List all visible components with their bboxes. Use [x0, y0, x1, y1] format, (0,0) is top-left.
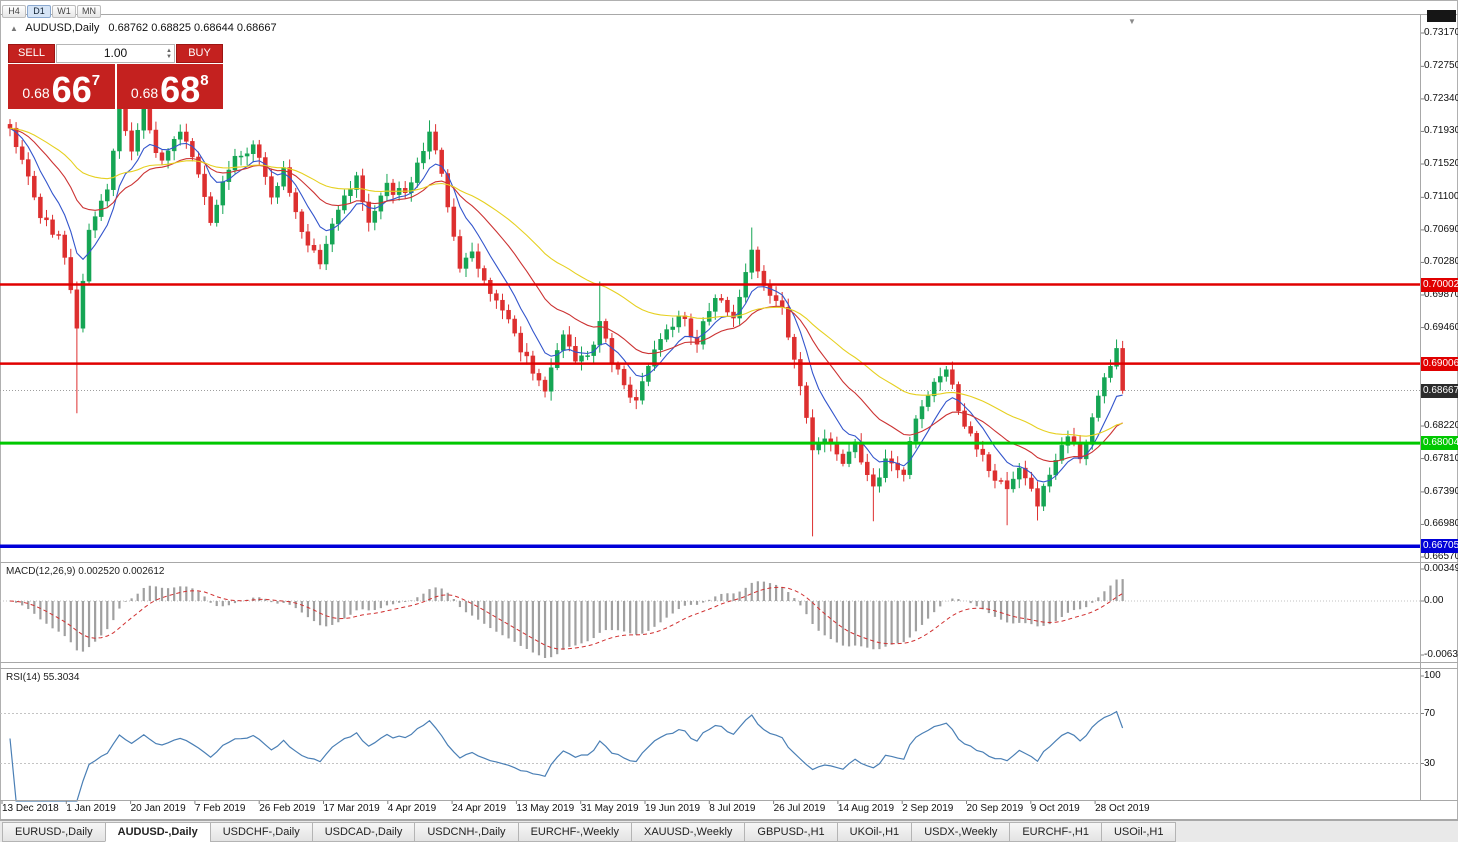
volume-spinner[interactable]: ▲ ▼ — [166, 46, 172, 61]
volume-down-icon[interactable]: ▼ — [166, 53, 172, 60]
buy-price-big: 68 — [160, 69, 201, 110]
chart-tab-usdcad-daily[interactable]: USDCAD-,Daily — [311, 822, 416, 842]
sell-price-small: 0.68 — [22, 85, 50, 101]
timeframe-toolbar: H4 D1 W1 MN — [2, 1, 102, 19]
timeframe-button-h4[interactable]: H4 — [2, 5, 26, 18]
chart-tab-xauusd-weekly[interactable]: XAUUSD-,Weekly — [630, 822, 746, 842]
volume-up-icon[interactable]: ▲ — [166, 47, 172, 54]
chart-tab-usdchf-daily[interactable]: USDCHF-,Daily — [209, 822, 313, 842]
chart-shift-marker-icon[interactable]: ▼ — [1128, 17, 1136, 26]
chart-tab-eurusd-daily[interactable]: EURUSD-,Daily — [2, 822, 106, 842]
chart-tabs-bar: EURUSD-,Daily AUDUSD-,Daily USDCHF-,Daily U… — [0, 820, 1458, 842]
trade-prices-row: 0.68 66 7 0.68 68 8 — [8, 64, 223, 109]
buy-button[interactable]: BUY — [176, 44, 223, 63]
buy-price-sup: 8 — [200, 72, 209, 89]
timeframe-button-d1[interactable]: D1 — [27, 5, 51, 18]
sell-button[interactable]: SELL — [8, 44, 55, 63]
tabbar-divider — [0, 819, 1458, 820]
one-click-panel-toggle-icon[interactable]: ▲ — [10, 24, 18, 33]
chart-tab-usdcnh-daily[interactable]: USDCNH-,Daily — [414, 822, 519, 842]
chart-tab-gbpusd-h1[interactable]: GBPUSD-,H1 — [744, 822, 838, 842]
sell-price-display[interactable]: 0.68 66 7 — [8, 64, 115, 109]
price-axis-divider — [1420, 15, 1421, 800]
trade-buttons-row: SELL 1.00 ▲ ▼ BUY — [8, 44, 223, 63]
chart-tab-eurchf-h1[interactable]: EURCHF-,H1 — [1009, 822, 1102, 842]
chart-tab-usoil-h1[interactable]: USOil-,H1 — [1100, 822, 1177, 842]
chart-tab-eurchf-weekly[interactable]: EURCHF-,Weekly — [517, 822, 632, 842]
time-axis-divider — [0, 800, 1458, 801]
chart-tab-usdx-weekly[interactable]: USDX-,Weekly — [911, 822, 1011, 842]
chart-ohlc-values: 0.68762 0.68825 0.68644 0.68667 — [108, 22, 277, 34]
rsi-panel-splitter-bottom[interactable] — [0, 668, 1458, 669]
chart-title: ▲ AUDUSD,Daily 0.68762 0.68825 0.68644 0… — [10, 22, 277, 34]
timeframe-button-w1[interactable]: W1 — [52, 5, 76, 18]
buy-price-display[interactable]: 0.68 68 8 — [116, 64, 223, 110]
chart-tab-audusd-daily[interactable]: AUDUSD-,Daily — [104, 822, 211, 842]
one-click-trading-panel: SELL 1.00 ▲ ▼ BUY 0.68 66 7 0.68 68 8 — [8, 44, 223, 109]
volume-input[interactable]: 1.00 ▲ ▼ — [56, 44, 175, 63]
rsi-indicator-label: RSI(14) 55.3034 — [6, 672, 80, 683]
macd-indicator-label: MACD(12,26,9) 0.002520 0.002612 — [6, 566, 165, 577]
timeframe-button-mn[interactable]: MN — [77, 5, 101, 18]
buy-price-small: 0.68 — [130, 85, 159, 101]
rsi-panel-splitter-top[interactable] — [0, 662, 1458, 663]
toolbar-divider — [0, 14, 1458, 15]
sell-price-big: 66 — [51, 69, 92, 110]
chart-symbol-label: AUDUSD,Daily — [25, 22, 100, 34]
sell-price-sup: 7 — [91, 72, 101, 89]
top-right-black-box — [1427, 10, 1456, 22]
chart-tab-ukoil-h1[interactable]: UKOil-,H1 — [836, 822, 913, 842]
macd-panel-splitter[interactable] — [0, 562, 1458, 563]
volume-value: 1.00 — [103, 46, 128, 60]
